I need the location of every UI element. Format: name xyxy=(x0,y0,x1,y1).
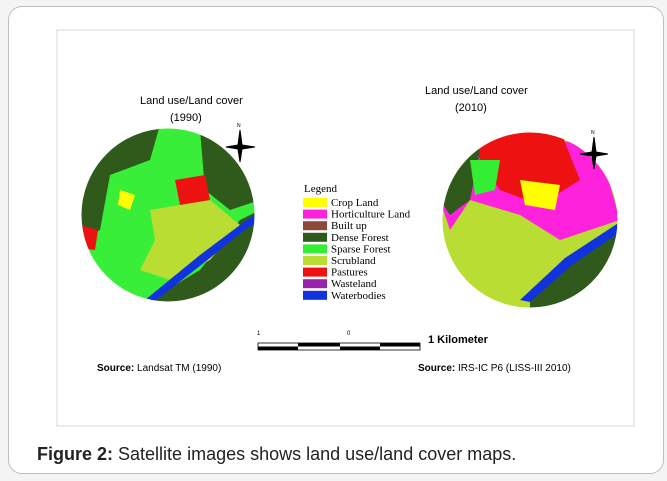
map-title: Land use/Land cover xyxy=(425,85,528,97)
page: {"maps": [ {"title": "Land use/Land cove… xyxy=(0,0,667,481)
legend-title: Legend xyxy=(304,183,337,195)
caption: Figure 2: Satellite images shows land us… xyxy=(37,444,516,465)
legend-swatch xyxy=(303,210,327,219)
source: Source: Landsat TM (1990) xyxy=(97,363,221,374)
scale-label: 1 Kilometer xyxy=(428,334,489,346)
legend-swatch xyxy=(303,256,327,265)
source-text: Landsat TM (1990) xyxy=(137,363,221,374)
north-label: N xyxy=(591,130,595,136)
legend-label: Waterbodies xyxy=(331,290,386,302)
legend-swatch xyxy=(303,221,327,230)
caption-label: Figure 2: xyxy=(37,444,113,464)
map-year: (2010) xyxy=(455,102,487,114)
legend-label: Dense Forest xyxy=(331,232,389,244)
legend-swatch xyxy=(303,279,327,288)
legend-swatch xyxy=(303,233,327,242)
source-label: Source: xyxy=(97,363,134,374)
legend-label: Horticulture Land xyxy=(331,209,411,221)
source-text: IRS-IC P6 (LISS-III 2010) xyxy=(458,363,571,374)
north-label: N xyxy=(237,123,241,129)
legend-swatch xyxy=(303,244,327,253)
caption-text: Satellite images shows land use/land cov… xyxy=(118,444,516,464)
map-title: Land use/Land cover xyxy=(140,95,243,107)
legend-swatch xyxy=(303,198,327,207)
legend-label: Built up xyxy=(331,220,367,232)
legend-label: Crop Land xyxy=(331,197,379,209)
legend-label: Pastures xyxy=(331,267,368,279)
legend-swatch xyxy=(303,291,327,300)
source-label: Source: xyxy=(418,363,455,374)
map-year: (1990) xyxy=(170,112,202,124)
scale-bar xyxy=(258,343,420,350)
legend-label: Scrubland xyxy=(331,255,376,267)
source: Source: IRS-IC P6 (LISS-III 2010) xyxy=(418,363,571,374)
figure: N N Land use/Land cover (1990) Land use/… xyxy=(0,0,667,481)
legend-label: Sparse Forest xyxy=(331,243,391,255)
legend-swatch xyxy=(303,268,327,277)
legend-label: Wasteland xyxy=(331,278,377,290)
